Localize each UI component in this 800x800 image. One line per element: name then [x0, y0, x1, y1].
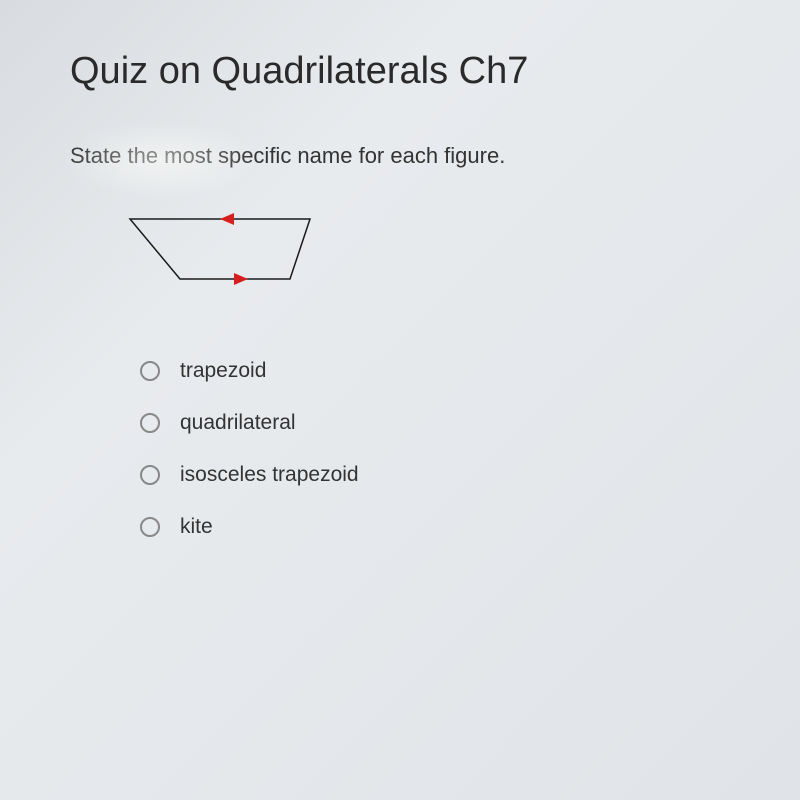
figure-container — [100, 209, 740, 314]
top-parallel-arrow-icon — [220, 213, 234, 225]
bottom-parallel-arrow-icon — [234, 273, 248, 285]
option-trapezoid[interactable]: trapezoid — [140, 359, 740, 383]
option-label: kite — [180, 515, 213, 539]
option-quadrilateral[interactable]: quadrilateral — [140, 411, 740, 435]
radio-icon — [140, 465, 160, 485]
quiz-prompt: State the most specific name for each fi… — [70, 143, 740, 169]
option-isosceles-trapezoid[interactable]: isosceles trapezoid — [140, 463, 740, 487]
option-label: trapezoid — [180, 359, 266, 383]
quiz-title: Quiz on Quadrilaterals Ch7 — [70, 50, 740, 93]
options-group: trapezoid quadrilateral isosceles trapez… — [140, 359, 740, 539]
option-label: isosceles trapezoid — [180, 463, 359, 487]
option-label: quadrilateral — [180, 411, 296, 435]
option-kite[interactable]: kite — [140, 515, 740, 539]
radio-icon — [140, 517, 160, 537]
quiz-page: Quiz on Quadrilaterals Ch7 State the mos… — [0, 0, 800, 607]
trapezoid-figure — [100, 209, 320, 309]
radio-icon — [140, 413, 160, 433]
trapezoid-shape — [130, 219, 310, 279]
radio-icon — [140, 361, 160, 381]
